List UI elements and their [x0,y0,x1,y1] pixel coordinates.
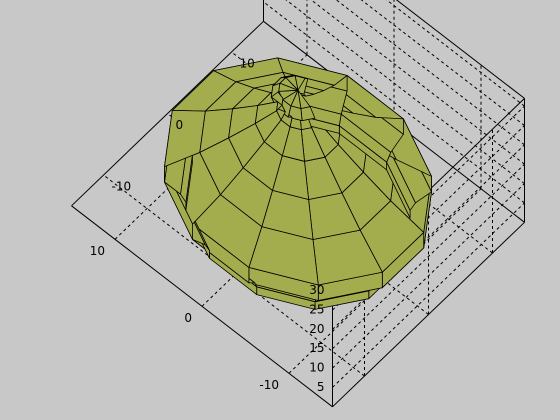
surface-mesh [164,57,432,310]
x-tick-label: -10 [259,378,279,392]
back-wall-gridline-z [335,0,525,146]
back-wall-gridline-z [285,0,525,184]
z-tick-label: 10 [309,361,324,375]
back-wall-gridline-z [360,0,525,126]
x-tick-label: 0 [184,311,192,325]
back-wall-gridline-z [310,0,525,165]
back-wall-gridline-z [385,0,525,107]
floor-edge [332,221,525,408]
z-tick-label: 15 [309,341,324,355]
side-wall-gridline-z [332,202,525,388]
y-tick-label: 10 [240,57,255,71]
tick-labels: 5 10 15 20 25 30 -10 0 10 -10 0 10 [90,57,325,394]
z-tick-label: 30 [309,283,324,297]
side-wall-gridline-z [332,163,525,350]
back-wall-gridline-z [263,1,525,204]
y-tick-label: -10 [112,180,132,194]
x-tick-label: 10 [90,244,105,258]
axis-line-y [71,20,264,207]
side-wall-gridline-z [332,183,525,369]
z-tick-label: 20 [309,322,324,336]
box-edge [395,0,525,99]
z-tick-label: 5 [317,380,325,394]
surface-face [278,82,299,92]
y-tick-label: 0 [176,118,184,132]
z-tick-label: 25 [309,303,324,317]
axis-line-x [71,205,333,408]
